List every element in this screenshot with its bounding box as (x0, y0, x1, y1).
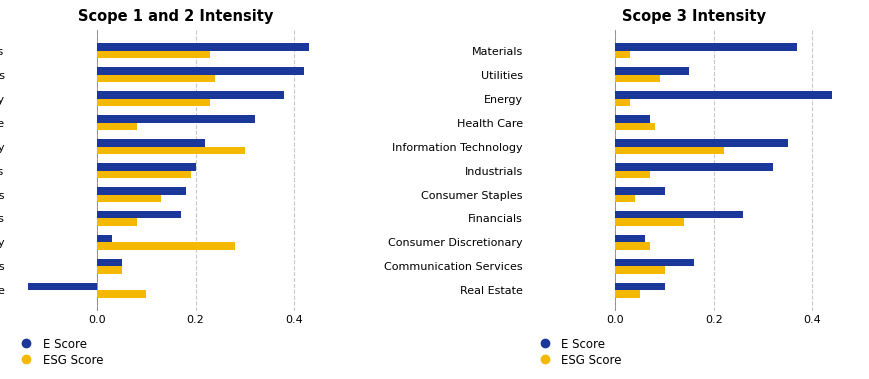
Title: Scope 3 Intensity: Scope 3 Intensity (621, 9, 766, 23)
Bar (614, 194, 634, 202)
Bar (97, 259, 122, 266)
Title: Scope 1 and 2 Intensity: Scope 1 and 2 Intensity (78, 9, 273, 23)
Bar (97, 51, 210, 58)
Bar (614, 211, 742, 218)
Bar (614, 283, 664, 290)
Bar (97, 115, 255, 123)
Bar (614, 123, 654, 130)
Bar (97, 235, 112, 243)
Bar (614, 43, 797, 51)
Bar (97, 147, 244, 154)
Bar (97, 211, 181, 218)
Bar (97, 187, 185, 194)
Bar (97, 243, 235, 250)
Bar (97, 67, 303, 75)
Bar (614, 139, 786, 147)
Bar (614, 187, 664, 194)
Bar (97, 163, 196, 171)
Bar (97, 290, 146, 298)
Bar (97, 123, 136, 130)
Bar (614, 51, 629, 58)
Bar (97, 91, 283, 99)
Bar (97, 218, 136, 226)
Bar (614, 147, 723, 154)
Bar (97, 99, 210, 106)
Legend: E Score, ESG Score: E Score, ESG Score (532, 338, 621, 366)
Bar (614, 171, 649, 178)
Bar (29, 283, 97, 290)
Bar (614, 75, 659, 82)
Bar (97, 43, 308, 51)
Bar (614, 218, 684, 226)
Bar (614, 99, 629, 106)
Bar (614, 266, 664, 274)
Bar (614, 243, 649, 250)
Bar (97, 194, 161, 202)
Bar (614, 290, 640, 298)
Bar (614, 91, 831, 99)
Bar (97, 139, 205, 147)
Bar (614, 259, 693, 266)
Bar (97, 171, 190, 178)
Bar (614, 235, 644, 243)
Bar (97, 266, 122, 274)
Legend: E Score, ESG Score: E Score, ESG Score (15, 338, 103, 366)
Bar (614, 67, 688, 75)
Bar (614, 163, 772, 171)
Bar (97, 75, 215, 82)
Bar (614, 115, 649, 123)
